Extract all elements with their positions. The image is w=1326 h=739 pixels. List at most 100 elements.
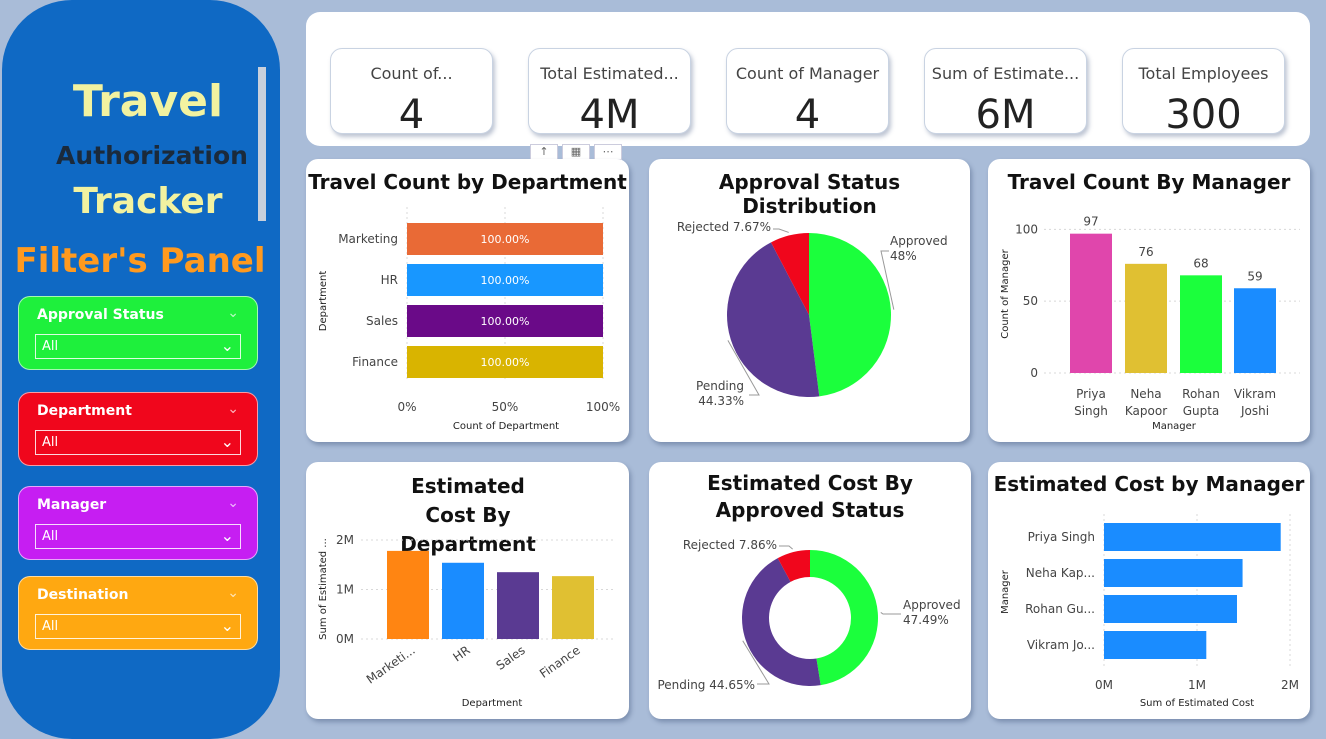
kpi-value: 6M	[975, 92, 1036, 138]
axis-title: Sum of Estimated Cost	[1140, 698, 1254, 709]
bar	[1104, 523, 1281, 551]
axis-title: Department	[462, 698, 523, 709]
chevron-down-icon[interactable]: ⌄	[227, 495, 239, 511]
pie-slice	[770, 233, 809, 315]
chevron-down-icon[interactable]: ⌄	[227, 305, 239, 321]
bar	[1104, 631, 1207, 659]
tick-label: Vikram Jo...	[1027, 638, 1095, 652]
tick-label: Gupta	[1183, 404, 1220, 418]
destination-filter-label: Destination	[37, 587, 129, 603]
more-options-icon[interactable]: ⋯	[594, 144, 622, 160]
chevron-down-icon: ⌄	[220, 432, 234, 451]
tick-label: 0	[1030, 366, 1038, 380]
kpi-card[interactable]: Count of... 4	[330, 48, 493, 138]
axis-title: Manager	[1000, 569, 1011, 614]
slice-value: 44.33%	[698, 394, 744, 408]
department-filter-label: Department	[37, 403, 132, 419]
tick-label: 100%	[586, 400, 620, 414]
kpi-card[interactable]: Total Estimated... 4M	[528, 48, 691, 138]
kpi-label: Sum of Estimate...	[931, 64, 1080, 83]
tick-label: 50%	[492, 400, 519, 414]
chevron-down-icon: ⌄	[220, 616, 234, 635]
tick-label: HR	[381, 273, 398, 287]
kpi-label: Total Estimated...	[540, 64, 679, 83]
bar	[407, 305, 603, 337]
bar	[1180, 275, 1222, 373]
kpi-label: Count of Manager	[735, 64, 880, 83]
bar	[442, 562, 484, 639]
chart-title: Travel Count by Department	[308, 170, 627, 194]
title-travel: Travel	[72, 76, 224, 127]
tick-label: Finance	[537, 643, 583, 681]
chevron-down-icon: ⌄	[220, 526, 234, 545]
tick-label: 2M	[336, 533, 354, 547]
axis-title: Count of Manager	[1000, 248, 1011, 338]
kpi-card[interactable]: Count of Manager 4	[726, 48, 889, 138]
bar	[407, 223, 603, 255]
manager-dropdown[interactable]: All ⌄	[35, 524, 241, 549]
chart-title: Travel Count By Manager	[1007, 170, 1291, 194]
manager-filter-label: Manager	[37, 497, 107, 513]
leader-line	[742, 640, 770, 685]
tick-label: 0M	[336, 632, 354, 646]
estimated-cost-by-manager-card[interactable]: Estimated Cost by Manager 0M 1M 2M Priya Si…	[988, 462, 1310, 719]
kpi-value: 4	[398, 92, 425, 138]
axis-title: Manager	[1152, 421, 1197, 432]
tick-label: Neha Kap...	[1026, 566, 1095, 580]
leader-line	[773, 228, 789, 233]
filters-heading: Filter's Panel	[14, 241, 266, 281]
approval-status-dropdown[interactable]: All ⌄	[35, 334, 241, 359]
destination-dropdown[interactable]: All ⌄	[35, 614, 241, 639]
kpi-value: 4M	[579, 92, 640, 138]
pie-slice	[809, 233, 891, 397]
tick-label: 1M	[1188, 678, 1206, 692]
leader-line	[727, 340, 760, 396]
department-filter: Department ⌄ All ⌄	[18, 392, 258, 466]
manager-filter: Manager ⌄ All ⌄	[18, 486, 258, 560]
tick-label: Rohan Gu...	[1025, 602, 1095, 616]
slice-label: Rejected 7.67%	[677, 220, 771, 234]
chart-title: Approval Status Distribution	[718, 170, 901, 218]
travel-count-by-department-card[interactable]: Travel Count by Department 100.00% Market…	[306, 159, 629, 442]
tick-label: 0M	[1095, 678, 1113, 692]
data-label: 100.00%	[481, 315, 530, 328]
data-label: 100.00%	[481, 274, 530, 287]
pin-icon[interactable]: ↑	[530, 144, 558, 160]
focus-mode-icon[interactable]: ▦	[562, 144, 590, 160]
chevron-down-icon[interactable]: ⌄	[227, 585, 239, 601]
tick-label: HR	[450, 643, 472, 664]
pie-slice	[742, 558, 821, 686]
destination-value: All	[42, 619, 59, 634]
slice-label: Approved	[890, 234, 948, 248]
estimated-cost-by-approved-status-card[interactable]: Estimated Cost By Approved Status Approv…	[649, 462, 971, 719]
tick-label: Rohan	[1182, 387, 1220, 401]
kpi-label: Total Employees	[1138, 64, 1269, 83]
travel-count-by-manager-chart: 0 50 100 97 Priya Singh 76 Neha Kapoor 68 Rohan Gup…	[1000, 215, 1300, 432]
approval-status-value: All	[42, 339, 59, 354]
pie-slice	[727, 242, 820, 397]
travel-count-by-manager-card[interactable]: Travel Count By Manager 0 50 100 97 Priya Sin…	[988, 159, 1310, 442]
kpi-card[interactable]: Sum of Estimate... 6M	[924, 48, 1087, 138]
approval-status-distribution-card[interactable]: Approval Status Distribution Approved 48%…	[649, 159, 970, 442]
tick-label: 100	[1015, 222, 1038, 236]
chart-title: Estimated Cost By Approved Status	[707, 471, 913, 522]
data-label: 100.00%	[481, 356, 530, 369]
leader-line	[880, 250, 895, 310]
chevron-down-icon: ⌄	[220, 336, 234, 355]
kpi-label: Count of...	[370, 64, 453, 83]
bar	[407, 264, 603, 296]
bar	[552, 576, 594, 639]
kpi-card[interactable]: Total Employees 300	[1122, 48, 1285, 138]
bar	[1104, 559, 1243, 587]
tick-label: Neha	[1130, 387, 1161, 401]
estimated-cost-by-department-card[interactable]: Estimated Cost By Department 0M 1M 2M Marke…	[306, 462, 629, 719]
estimated-cost-by-department-chart: 0M 1M 2M Marketi... HR Sales Finance Department…	[318, 533, 616, 709]
tick-label: Kapoor	[1125, 404, 1167, 418]
department-dropdown[interactable]: All ⌄	[35, 430, 241, 455]
slice-label: Pending	[696, 379, 744, 393]
chevron-down-icon[interactable]: ⌄	[227, 401, 239, 417]
tick-label: Marketi...	[364, 643, 418, 687]
tick-label: Sales	[366, 314, 398, 328]
bar	[387, 550, 429, 639]
